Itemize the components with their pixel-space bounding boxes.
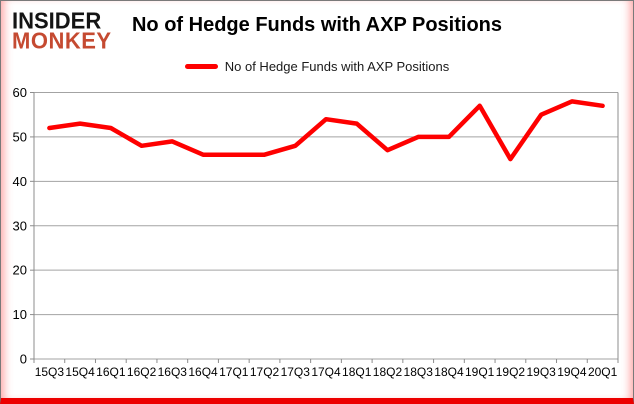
x-tick-label: 18Q2 <box>373 365 403 379</box>
logo-monkey-text: MONKEY <box>12 27 112 54</box>
x-tick-label: 15Q4 <box>65 365 95 379</box>
x-tick-label: 16Q4 <box>188 365 218 379</box>
logo-insider-text: INSIDER <box>12 7 102 34</box>
x-tick-label: 19Q2 <box>496 365 526 379</box>
x-tick-label: 16Q3 <box>158 365 188 379</box>
x-tick-label: 19Q4 <box>557 365 587 379</box>
y-tick-label: 10 <box>13 307 27 322</box>
y-tick-label: 60 <box>13 85 27 100</box>
x-tick-label: 17Q3 <box>281 365 311 379</box>
x-tick-label: 20Q1 <box>588 365 618 379</box>
y-tick-label: 50 <box>13 129 27 144</box>
legend-line-swatch <box>184 64 218 69</box>
x-tick-label: 16Q1 <box>96 365 126 379</box>
x-tick-label: 16Q2 <box>127 365 157 379</box>
x-tick-label: 17Q2 <box>250 365 280 379</box>
y-tick-label: 0 <box>20 352 27 367</box>
x-tick-label: 18Q1 <box>342 365 372 379</box>
legend: No of Hedge Funds with AXP Positions <box>1 59 633 74</box>
insider-monkey-logo: INSIDER MONKEY <box>12 7 112 54</box>
y-tick-label: 40 <box>13 174 27 189</box>
legend-label: No of Hedge Funds with AXP Positions <box>224 59 450 74</box>
chart-title: No of Hedge Funds with AXP Positions <box>131 14 502 36</box>
x-tick-label: 18Q4 <box>434 365 464 379</box>
y-tick-label: 20 <box>13 263 27 278</box>
series-line <box>47 99 605 162</box>
y-tick-label: 30 <box>13 218 27 233</box>
x-tick-label: 15Q3 <box>35 365 65 379</box>
x-tick-label: 18Q3 <box>404 365 434 379</box>
x-tick-label: 19Q3 <box>526 365 556 379</box>
x-tick-label: 17Q4 <box>311 365 341 379</box>
x-tick-label: 19Q1 <box>465 365 495 379</box>
x-tick-label: 17Q1 <box>219 365 249 379</box>
